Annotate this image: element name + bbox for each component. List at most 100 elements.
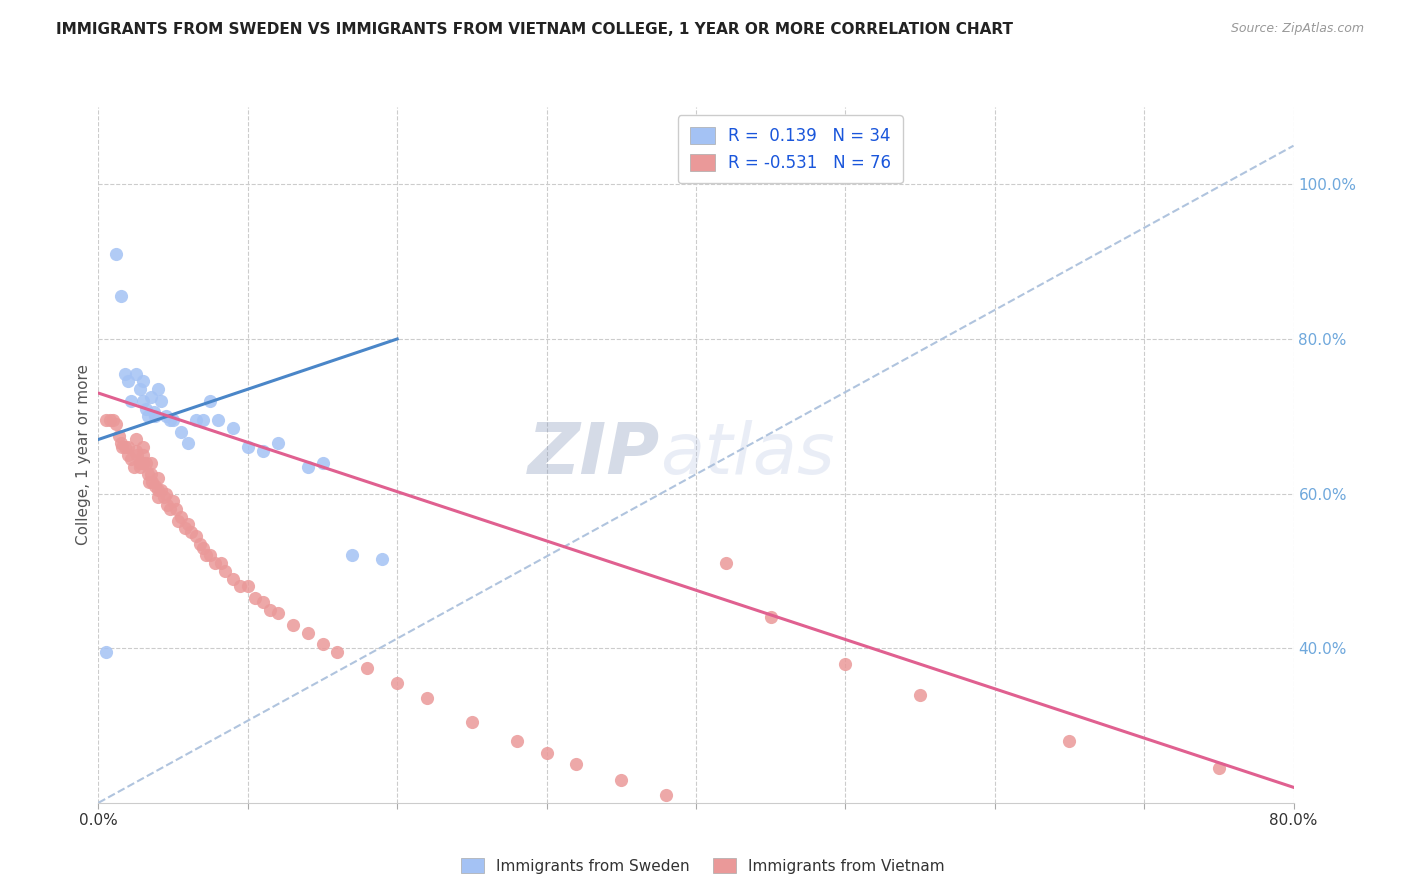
- Point: [139, 467, 162, 482]
- Point: [536, 746, 558, 760]
- Point: [385, 676, 409, 690]
- Point: [655, 788, 678, 802]
- Point: [166, 514, 188, 528]
- Point: [908, 688, 931, 702]
- Point: [142, 405, 165, 419]
- Point: [222, 572, 245, 586]
- Point: [200, 393, 222, 408]
- Point: [184, 529, 207, 543]
- Point: [222, 421, 245, 435]
- Point: [759, 610, 782, 624]
- Point: [714, 556, 737, 570]
- Point: [111, 440, 134, 454]
- Point: [148, 471, 170, 485]
- Point: [103, 413, 125, 427]
- Point: [114, 440, 136, 454]
- Point: [125, 444, 148, 458]
- Point: [162, 494, 184, 508]
- Point: [132, 375, 155, 389]
- Point: [297, 625, 319, 640]
- Point: [1208, 761, 1230, 775]
- Point: [174, 521, 197, 535]
- Point: [135, 456, 157, 470]
- Point: [139, 390, 162, 404]
- Point: [162, 413, 184, 427]
- Text: Source: ZipAtlas.com: Source: ZipAtlas.com: [1230, 22, 1364, 36]
- Point: [143, 479, 166, 493]
- Y-axis label: College, 1 year or more: College, 1 year or more: [76, 365, 91, 545]
- Point: [311, 637, 333, 651]
- Point: [148, 491, 170, 505]
- Point: [191, 413, 214, 427]
- Point: [110, 289, 132, 303]
- Point: [209, 556, 232, 570]
- Point: [156, 498, 179, 512]
- Point: [356, 660, 378, 674]
- Point: [141, 475, 163, 489]
- Point: [506, 734, 529, 748]
- Point: [127, 448, 149, 462]
- Point: [153, 491, 176, 505]
- Point: [155, 409, 177, 424]
- Point: [114, 367, 136, 381]
- Point: [565, 757, 588, 772]
- Point: [150, 393, 173, 408]
- Point: [245, 591, 267, 605]
- Point: [252, 444, 274, 458]
- Point: [169, 425, 191, 439]
- Point: [191, 541, 214, 555]
- Point: [342, 549, 364, 563]
- Point: [120, 451, 142, 466]
- Point: [117, 375, 139, 389]
- Point: [281, 618, 304, 632]
- Point: [326, 645, 349, 659]
- Text: IMMIGRANTS FROM SWEDEN VS IMMIGRANTS FROM VIETNAM COLLEGE, 1 YEAR OR MORE CORREL: IMMIGRANTS FROM SWEDEN VS IMMIGRANTS FRO…: [56, 22, 1014, 37]
- Point: [108, 428, 131, 442]
- Point: [177, 517, 200, 532]
- Point: [105, 417, 128, 431]
- Point: [1059, 734, 1081, 748]
- Point: [188, 537, 211, 551]
- Point: [117, 448, 139, 462]
- Point: [120, 393, 142, 408]
- Point: [311, 456, 333, 470]
- Point: [136, 467, 159, 482]
- Point: [461, 714, 484, 729]
- Point: [139, 456, 162, 470]
- Point: [200, 549, 222, 563]
- Point: [155, 486, 177, 500]
- Point: [259, 602, 281, 616]
- Point: [180, 525, 202, 540]
- Point: [252, 595, 274, 609]
- Point: [125, 367, 148, 381]
- Point: [132, 440, 155, 454]
- Point: [834, 657, 856, 671]
- Point: [267, 607, 290, 621]
- Point: [204, 556, 226, 570]
- Point: [610, 772, 633, 787]
- Point: [207, 413, 229, 427]
- Point: [267, 436, 290, 450]
- Point: [129, 456, 152, 470]
- Point: [117, 440, 139, 454]
- Point: [148, 382, 170, 396]
- Point: [416, 691, 439, 706]
- Point: [136, 409, 159, 424]
- Point: [94, 413, 117, 427]
- Point: [229, 579, 252, 593]
- Point: [124, 459, 146, 474]
- Point: [132, 448, 155, 462]
- Point: [132, 456, 155, 470]
- Point: [129, 382, 152, 396]
- Point: [110, 436, 132, 450]
- Point: [169, 509, 191, 524]
- Point: [297, 459, 319, 474]
- Point: [159, 502, 181, 516]
- Point: [236, 579, 259, 593]
- Point: [135, 401, 157, 416]
- Point: [177, 436, 200, 450]
- Point: [159, 413, 181, 427]
- Legend: R =  0.139   N = 34, R = -0.531   N = 76: R = 0.139 N = 34, R = -0.531 N = 76: [678, 115, 903, 184]
- Point: [125, 433, 148, 447]
- Point: [195, 549, 218, 563]
